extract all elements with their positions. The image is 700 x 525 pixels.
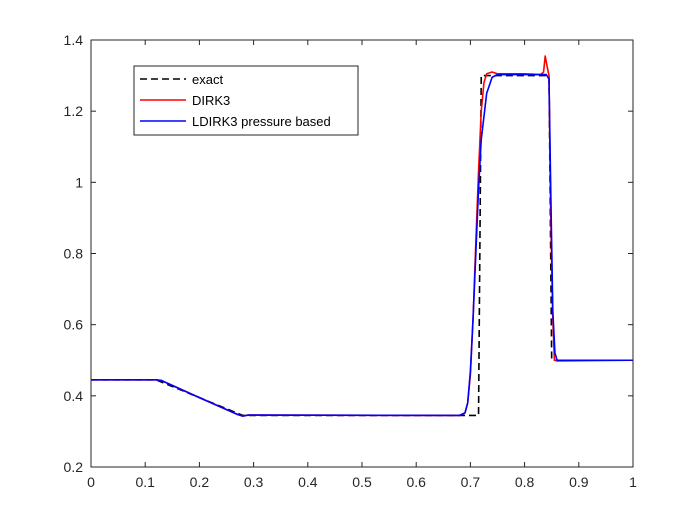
x-tick-label: 0.7: [461, 474, 481, 490]
y-tick-label: 1: [75, 174, 83, 190]
x-tick-label: 0.4: [298, 474, 318, 490]
series-layer: [91, 55, 634, 417]
x-tick-label: 0.2: [190, 474, 210, 490]
y-tick-label: 0.2: [64, 459, 84, 475]
series-line-ldirk3-pressure-based: [91, 73, 633, 417]
y-tick-label: 1.4: [64, 32, 84, 48]
legend-label: LDIRK3 pressure based: [192, 114, 331, 129]
x-tick-label: 0.8: [515, 474, 535, 490]
y-tick-label: 0.6: [64, 317, 84, 333]
x-tick-label: 0.1: [135, 474, 155, 490]
y-tick-label: 0.8: [64, 246, 84, 262]
x-tick-label: 0.3: [244, 474, 264, 490]
ticks-layer: 0 0.1 0.2 0.3 0.4 0.5 0.6 0.7 0.8 0.9 1 0.2 0.4 0.6 0.…: [64, 32, 638, 490]
y-tick-label: 1.2: [64, 103, 84, 119]
legend-label: DIRK3: [192, 93, 230, 108]
x-tick-label: 0.9: [569, 474, 589, 490]
legend-label: exact: [192, 72, 223, 87]
y-tick-label: 0.4: [64, 388, 84, 404]
x-tick-label: 0.6: [406, 474, 426, 490]
x-tick-label: 1: [629, 474, 637, 490]
x-tick-label: 0.5: [352, 474, 372, 490]
x-tick-label: 0: [87, 474, 95, 490]
legend: exact DIRK3 LDIRK3 pressure based: [133, 65, 359, 136]
